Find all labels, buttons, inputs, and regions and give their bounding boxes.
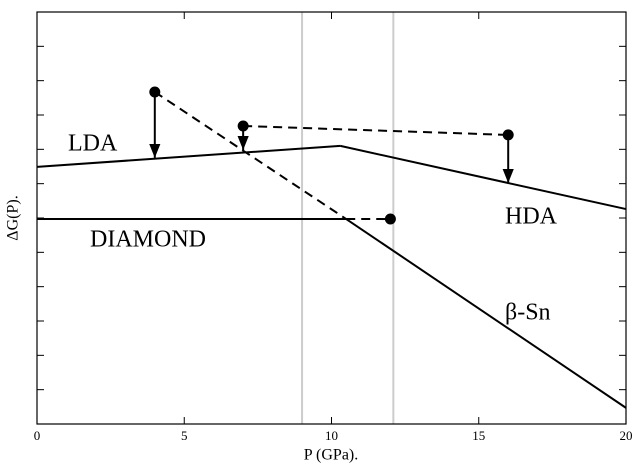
point [502, 129, 514, 141]
phase-label: LDA [68, 131, 118, 157]
x-tick-label: 10 [325, 428, 338, 443]
x-tick-label: 15 [472, 428, 485, 443]
phase-label: HDA [505, 204, 558, 230]
dashed-path [243, 124, 509, 136]
phase-line [36, 144, 341, 168]
x-axis-label: P (GPa). [304, 447, 359, 464]
dashed-path [154, 91, 347, 220]
phase-line [340, 144, 627, 211]
x-tick-label: 5 [181, 428, 188, 443]
point [384, 213, 396, 225]
phase-label: β-Sn [505, 300, 551, 326]
point [149, 86, 161, 98]
x-tick-label: 20 [620, 428, 633, 443]
y-axis-label: ΔG(P). [5, 195, 22, 240]
phase-label: DIAMOND [90, 227, 206, 253]
phase-line [345, 218, 627, 409]
point [237, 120, 249, 132]
x-tick-label: 0 [34, 428, 41, 443]
